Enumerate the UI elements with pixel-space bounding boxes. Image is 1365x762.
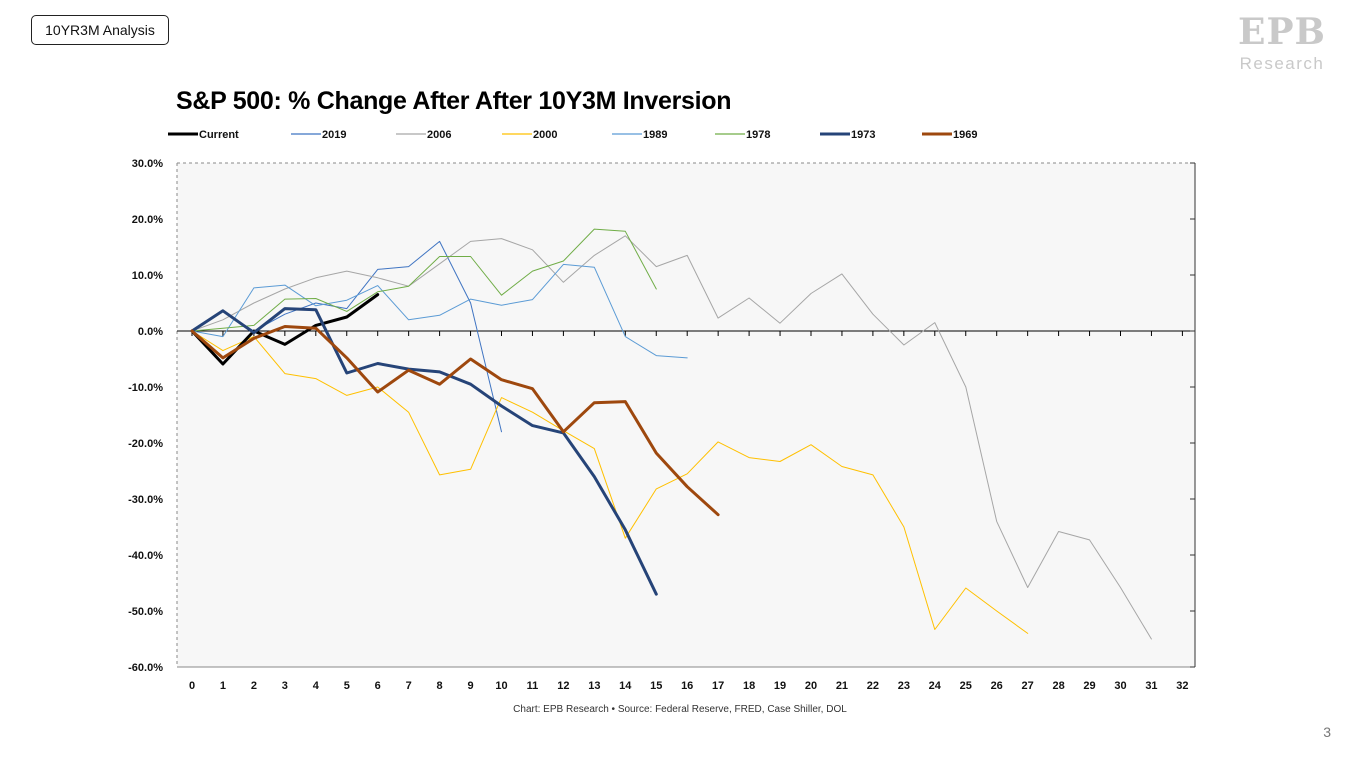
x-tick-label: 28 [1052,680,1064,692]
source-note: Chart: EPB Research • Source: Federal Re… [513,704,847,715]
series-line-Current [190,293,380,366]
y-tick-label: 20.0% [132,214,163,226]
x-tick-label: 32 [1176,680,1188,692]
x-tick-label: 15 [650,680,662,692]
x-tick-label: 23 [898,680,910,692]
y-tick-label: 10.0% [132,270,163,282]
x-tick-label: 18 [743,680,755,692]
series-line-1973 [190,307,658,596]
legend-label-2006: 2006 [427,129,451,141]
legend-label-1978: 1978 [746,129,770,141]
x-tick-label: 7 [406,680,412,692]
x-tick-label: 11 [527,680,539,692]
epb-research-logo: EPB Research [1232,12,1332,76]
x-tick-label: 20 [805,680,817,692]
x-tick-label: 8 [437,680,443,692]
x-tick-label: 2 [251,680,257,692]
x-tick-label: 30 [1114,680,1126,692]
x-tick-label: 5 [344,680,350,692]
x-tick-label: 26 [991,680,1003,692]
x-tick-label: 31 [1145,680,1157,692]
page-number: 3 [1323,724,1331,740]
x-tick-label: 22 [867,680,879,692]
x-tick-label: 16 [681,680,693,692]
y-tick-label: 30.0% [132,158,163,170]
series-line-1989 [191,263,688,359]
legend-label-2019: 2019 [322,129,346,141]
series-line-1969 [190,325,720,517]
legend-label-1973: 1973 [851,129,875,141]
x-tick-label: 0 [189,680,195,692]
y-tick-label: -60.0% [128,662,163,674]
x-tick-label: 19 [774,680,786,692]
y-tick-label: -20.0% [128,438,163,450]
x-tick-label: 9 [467,680,473,692]
x-tick-label: 29 [1083,680,1095,692]
series-lines [190,228,1152,640]
series-line-2000 [191,330,1029,634]
x-tick-label: 12 [557,680,569,692]
x-tick-label: 10 [495,680,507,692]
series-line-1978 [191,228,657,332]
legend-label-2000: 2000 [533,129,557,141]
x-tick-label: 21 [836,680,848,692]
x-tick-label: 24 [929,680,942,692]
series-line-2006 [191,235,1152,640]
x-tick-label: 14 [619,680,632,692]
section-tag: 10YR3M Analysis [31,15,169,45]
x-tick-label: 17 [712,680,724,692]
y-tick-label: 0.0% [138,326,163,338]
x-tick-label: 25 [960,680,972,692]
legend-label-Current: Current [199,129,239,141]
x-tick-label: 1 [220,680,226,692]
y-tick-label: -40.0% [128,550,163,562]
logo-word: Research [1239,54,1325,73]
x-tick-label: 4 [313,680,320,692]
y-tick-label: -50.0% [128,606,163,618]
y-tick-label: -10.0% [128,382,163,394]
plot-area [177,163,1195,667]
x-tick-label: 13 [588,680,600,692]
x-tick-label: 3 [282,680,288,692]
chart-title: S&P 500: % Change After After 10Y3M Inve… [176,87,732,115]
axes: 30.0% 20.0% 10.0% 0.0% -10.0% -20.0% -30.0% -40… [128,158,1196,692]
logo-letters: EPB [1238,11,1326,53]
x-tick-label: 6 [375,680,381,692]
legend-label-1969: 1969 [953,129,977,141]
x-tick-label: 27 [1022,680,1034,692]
legend: Current 2019 2006 2000 1989 1978 1973 1969 [168,129,977,141]
legend-label-1989: 1989 [643,129,667,141]
y-tick-label: -30.0% [128,494,163,506]
